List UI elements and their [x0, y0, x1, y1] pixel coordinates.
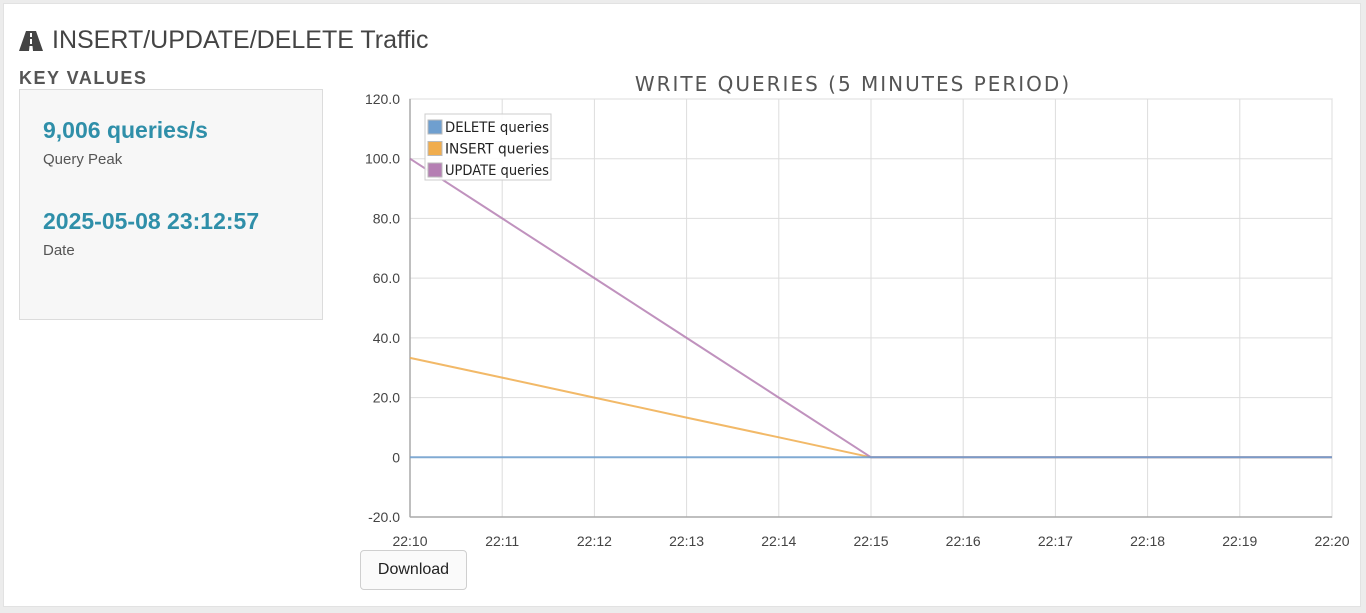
y-tick-label: 120.0: [365, 91, 400, 107]
query-peak-value: 9,006 queries/s: [43, 117, 208, 143]
x-tick-label: 22:14: [761, 533, 796, 549]
road-icon: [19, 30, 43, 51]
legend-box: [424, 113, 552, 181]
legend-entry: UPDATE queries: [445, 163, 549, 179]
legend-swatch: [427, 162, 443, 178]
y-tick-label: 40.0: [373, 330, 400, 346]
x-tick-label: 22:19: [1222, 533, 1257, 549]
x-tick-label: 22:11: [485, 533, 519, 549]
y-tick-label: 100.0: [365, 151, 400, 167]
write-queries-chart: -20.0 0 20.0 40.0 60.0 80.0 100.0 120.0 22:10 22:…: [365, 91, 1350, 549]
y-tick-label: 60.0: [373, 270, 400, 286]
legend-swatch: [427, 141, 443, 156]
download-button[interactable]: Download: [360, 550, 467, 590]
y-tick-label: 80.0: [373, 210, 400, 226]
legend-entry: INSERT queries: [445, 142, 549, 158]
chart-title: WRITE QUERIES (5 MINUTES PERIOD): [634, 72, 1072, 96]
x-tick-label: 22:12: [577, 533, 612, 549]
legend-swatch: [427, 119, 443, 135]
key-values-heading: KEY VALUES: [19, 68, 148, 88]
y-tick-label: 20.0: [373, 390, 400, 406]
peak-date-label: Date: [43, 242, 75, 259]
x-tick-label: 22:18: [1130, 533, 1165, 549]
query-peak-label: Query Peak: [43, 151, 123, 168]
y-tick-label: -20.0: [368, 509, 400, 525]
page-title: INSERT/UPDATE/DELETE Traffic: [18, 26, 428, 55]
legend-entry: DELETE queries: [445, 120, 549, 136]
x-tick-label: 22:20: [1314, 533, 1349, 549]
x-tick-label: 22:13: [669, 533, 704, 549]
page-title-text: INSERT/UPDATE/DELETE Traffic: [52, 26, 429, 54]
key-values-box: 9,006 queries/s Query Peak 2025-05-08 23…: [19, 89, 323, 320]
x-tick-label: 22:10: [392, 533, 427, 549]
peak-date-value: 2025-05-08 23:12:57: [43, 208, 260, 234]
y-tick-label: 0: [392, 449, 400, 465]
x-tick-label: 22:17: [1038, 533, 1073, 549]
x-tick-label: 22:15: [853, 533, 888, 549]
x-tick-label: 22:16: [946, 533, 981, 549]
